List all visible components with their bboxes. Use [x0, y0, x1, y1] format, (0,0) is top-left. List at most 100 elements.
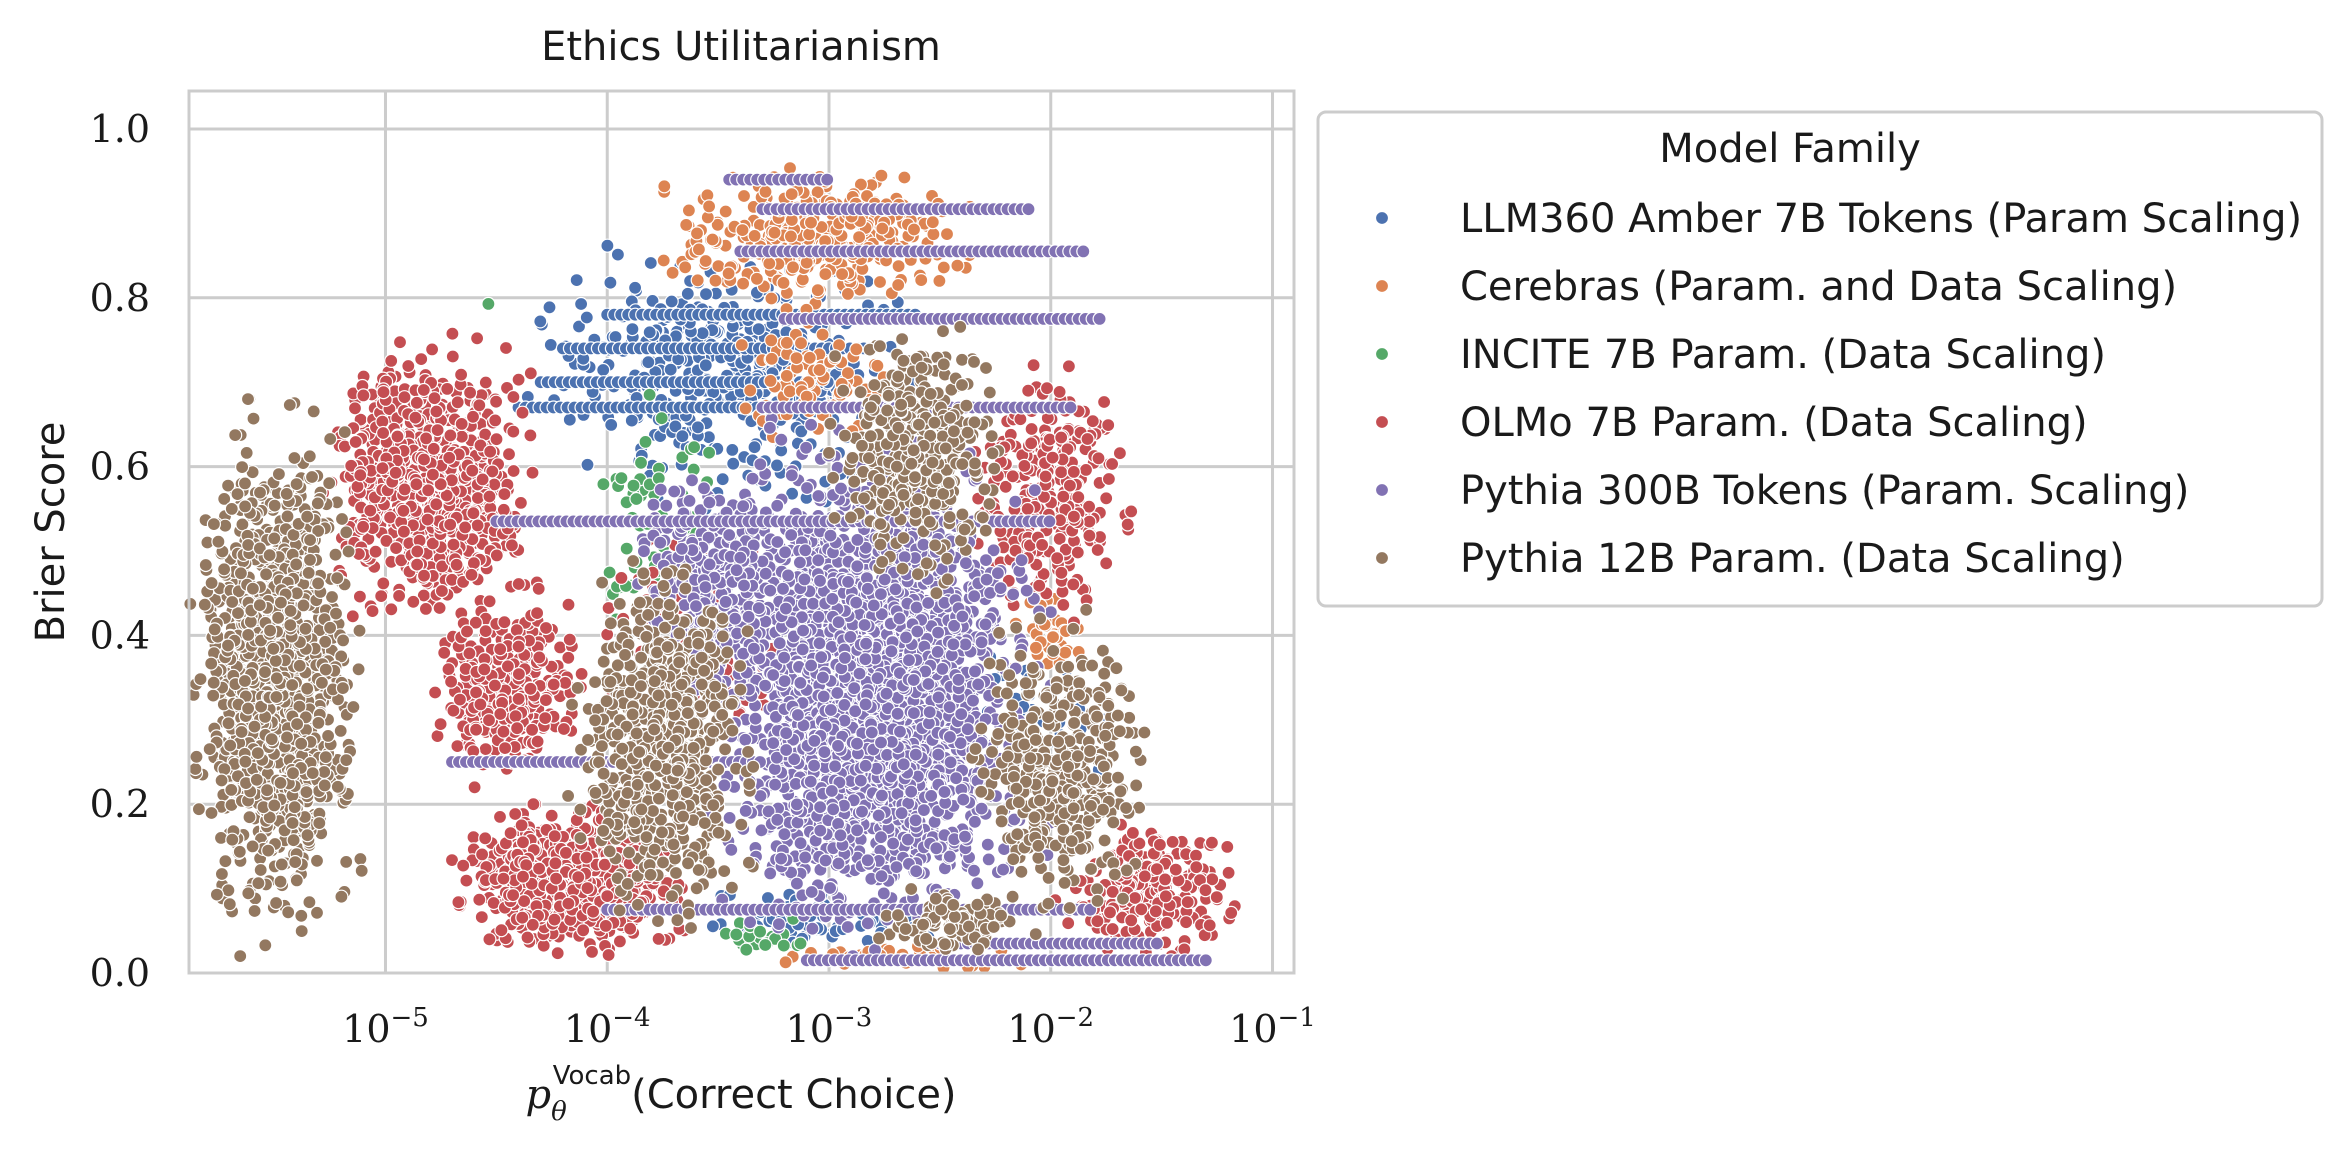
data-point — [1153, 838, 1166, 851]
data-point — [611, 248, 624, 261]
data-point — [471, 332, 484, 345]
data-point — [1125, 914, 1138, 927]
data-point — [517, 870, 530, 883]
data-point — [744, 384, 757, 397]
data-point — [377, 577, 390, 590]
data-point — [630, 493, 643, 506]
data-point — [531, 607, 544, 620]
data-point — [375, 590, 388, 603]
data-point — [539, 712, 552, 725]
data-point — [385, 603, 398, 616]
data-point — [562, 651, 575, 664]
data-point — [722, 267, 735, 280]
data-point — [391, 430, 404, 443]
data-point — [581, 882, 594, 895]
data-point — [615, 571, 628, 584]
data-point — [871, 359, 884, 372]
data-point — [1205, 836, 1218, 849]
data-point — [447, 538, 460, 551]
data-point — [836, 268, 849, 281]
data-point — [937, 261, 950, 274]
data-point — [771, 459, 784, 472]
data-point — [1062, 360, 1075, 373]
data-point — [442, 663, 455, 676]
data-point — [666, 266, 679, 279]
data-point — [1222, 866, 1235, 879]
data-point — [580, 311, 593, 324]
data-point — [540, 622, 553, 635]
data-point — [346, 610, 359, 623]
data-point — [398, 483, 411, 496]
data-point — [787, 261, 800, 274]
data-point — [516, 911, 529, 924]
data-point — [548, 830, 561, 843]
data-point — [1086, 415, 1099, 428]
data-point — [1046, 451, 1059, 464]
data-point — [700, 288, 713, 301]
data-point — [457, 859, 470, 872]
data-point — [688, 441, 701, 454]
data-point — [498, 616, 511, 629]
data-point — [575, 667, 588, 680]
data-point — [431, 730, 444, 743]
data-point — [452, 896, 465, 909]
data-point — [1055, 566, 1068, 579]
data-point — [982, 853, 995, 866]
data-point — [563, 633, 576, 646]
data-point — [443, 451, 456, 464]
data-point — [765, 292, 778, 305]
data-point — [577, 924, 590, 937]
data-point — [441, 382, 454, 395]
data-point — [431, 424, 444, 437]
data-point — [706, 920, 719, 933]
data-point — [1160, 916, 1173, 929]
data-point — [507, 889, 520, 902]
data-point — [726, 443, 739, 456]
data-point — [543, 301, 556, 314]
data-point — [805, 216, 818, 229]
data-point — [915, 274, 928, 287]
data-point — [444, 518, 457, 531]
data-point — [1067, 578, 1080, 591]
data-point — [1091, 544, 1104, 557]
data-point — [1059, 646, 1072, 659]
data-point — [1071, 546, 1084, 559]
data-point — [1036, 538, 1049, 551]
data-point — [1166, 835, 1179, 848]
data-point — [572, 871, 585, 884]
data-point — [639, 435, 652, 448]
data-point — [549, 857, 562, 870]
data-point — [655, 412, 668, 425]
data-point — [467, 557, 480, 570]
data-point — [703, 446, 716, 459]
data-point — [1041, 382, 1054, 395]
data-point — [1102, 473, 1115, 486]
data-point — [642, 356, 655, 369]
data-point — [624, 922, 637, 935]
data-point — [512, 373, 525, 386]
data-point — [505, 539, 518, 552]
data-point — [790, 352, 803, 365]
data-point — [635, 456, 648, 469]
data-point — [476, 848, 489, 861]
data-point — [1225, 906, 1238, 919]
data-point — [526, 723, 539, 736]
data-point — [446, 327, 459, 340]
data-point — [512, 668, 525, 681]
data-point — [777, 939, 790, 952]
data-point — [474, 698, 487, 711]
data-point — [428, 392, 441, 405]
data-point — [1125, 505, 1138, 518]
data-point — [563, 413, 576, 426]
data-point — [1083, 529, 1096, 542]
data-point — [393, 589, 406, 602]
data-point — [1100, 557, 1113, 570]
data-point — [450, 558, 463, 571]
data-point — [597, 478, 610, 491]
data-point — [803, 228, 816, 241]
data-point — [520, 859, 533, 872]
data-point — [605, 418, 618, 431]
data-point — [748, 229, 761, 242]
data-point — [764, 374, 777, 387]
